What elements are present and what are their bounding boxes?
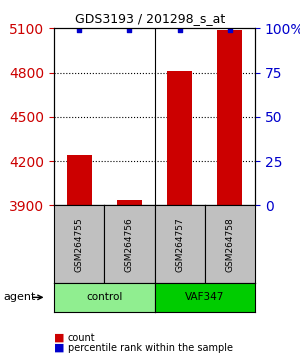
Text: agent: agent <box>3 292 35 302</box>
Bar <box>217 30 242 205</box>
Text: GSM264756: GSM264756 <box>125 217 134 272</box>
Text: VAF347: VAF347 <box>185 292 224 302</box>
Text: ■: ■ <box>54 333 64 343</box>
Text: GDS3193 / 201298_s_at: GDS3193 / 201298_s_at <box>75 12 225 25</box>
Bar <box>117 200 142 205</box>
Text: GSM264755: GSM264755 <box>75 217 84 272</box>
Text: control: control <box>86 292 122 302</box>
Point <box>77 27 82 33</box>
Point <box>127 27 132 33</box>
Text: percentile rank within the sample: percentile rank within the sample <box>68 343 232 353</box>
Text: ■: ■ <box>54 343 64 353</box>
Bar <box>67 155 92 205</box>
Point <box>227 27 232 33</box>
Text: count: count <box>68 333 95 343</box>
Text: GSM264758: GSM264758 <box>225 217 234 272</box>
Text: GSM264757: GSM264757 <box>175 217 184 272</box>
Point <box>177 27 182 33</box>
Bar <box>167 71 192 205</box>
